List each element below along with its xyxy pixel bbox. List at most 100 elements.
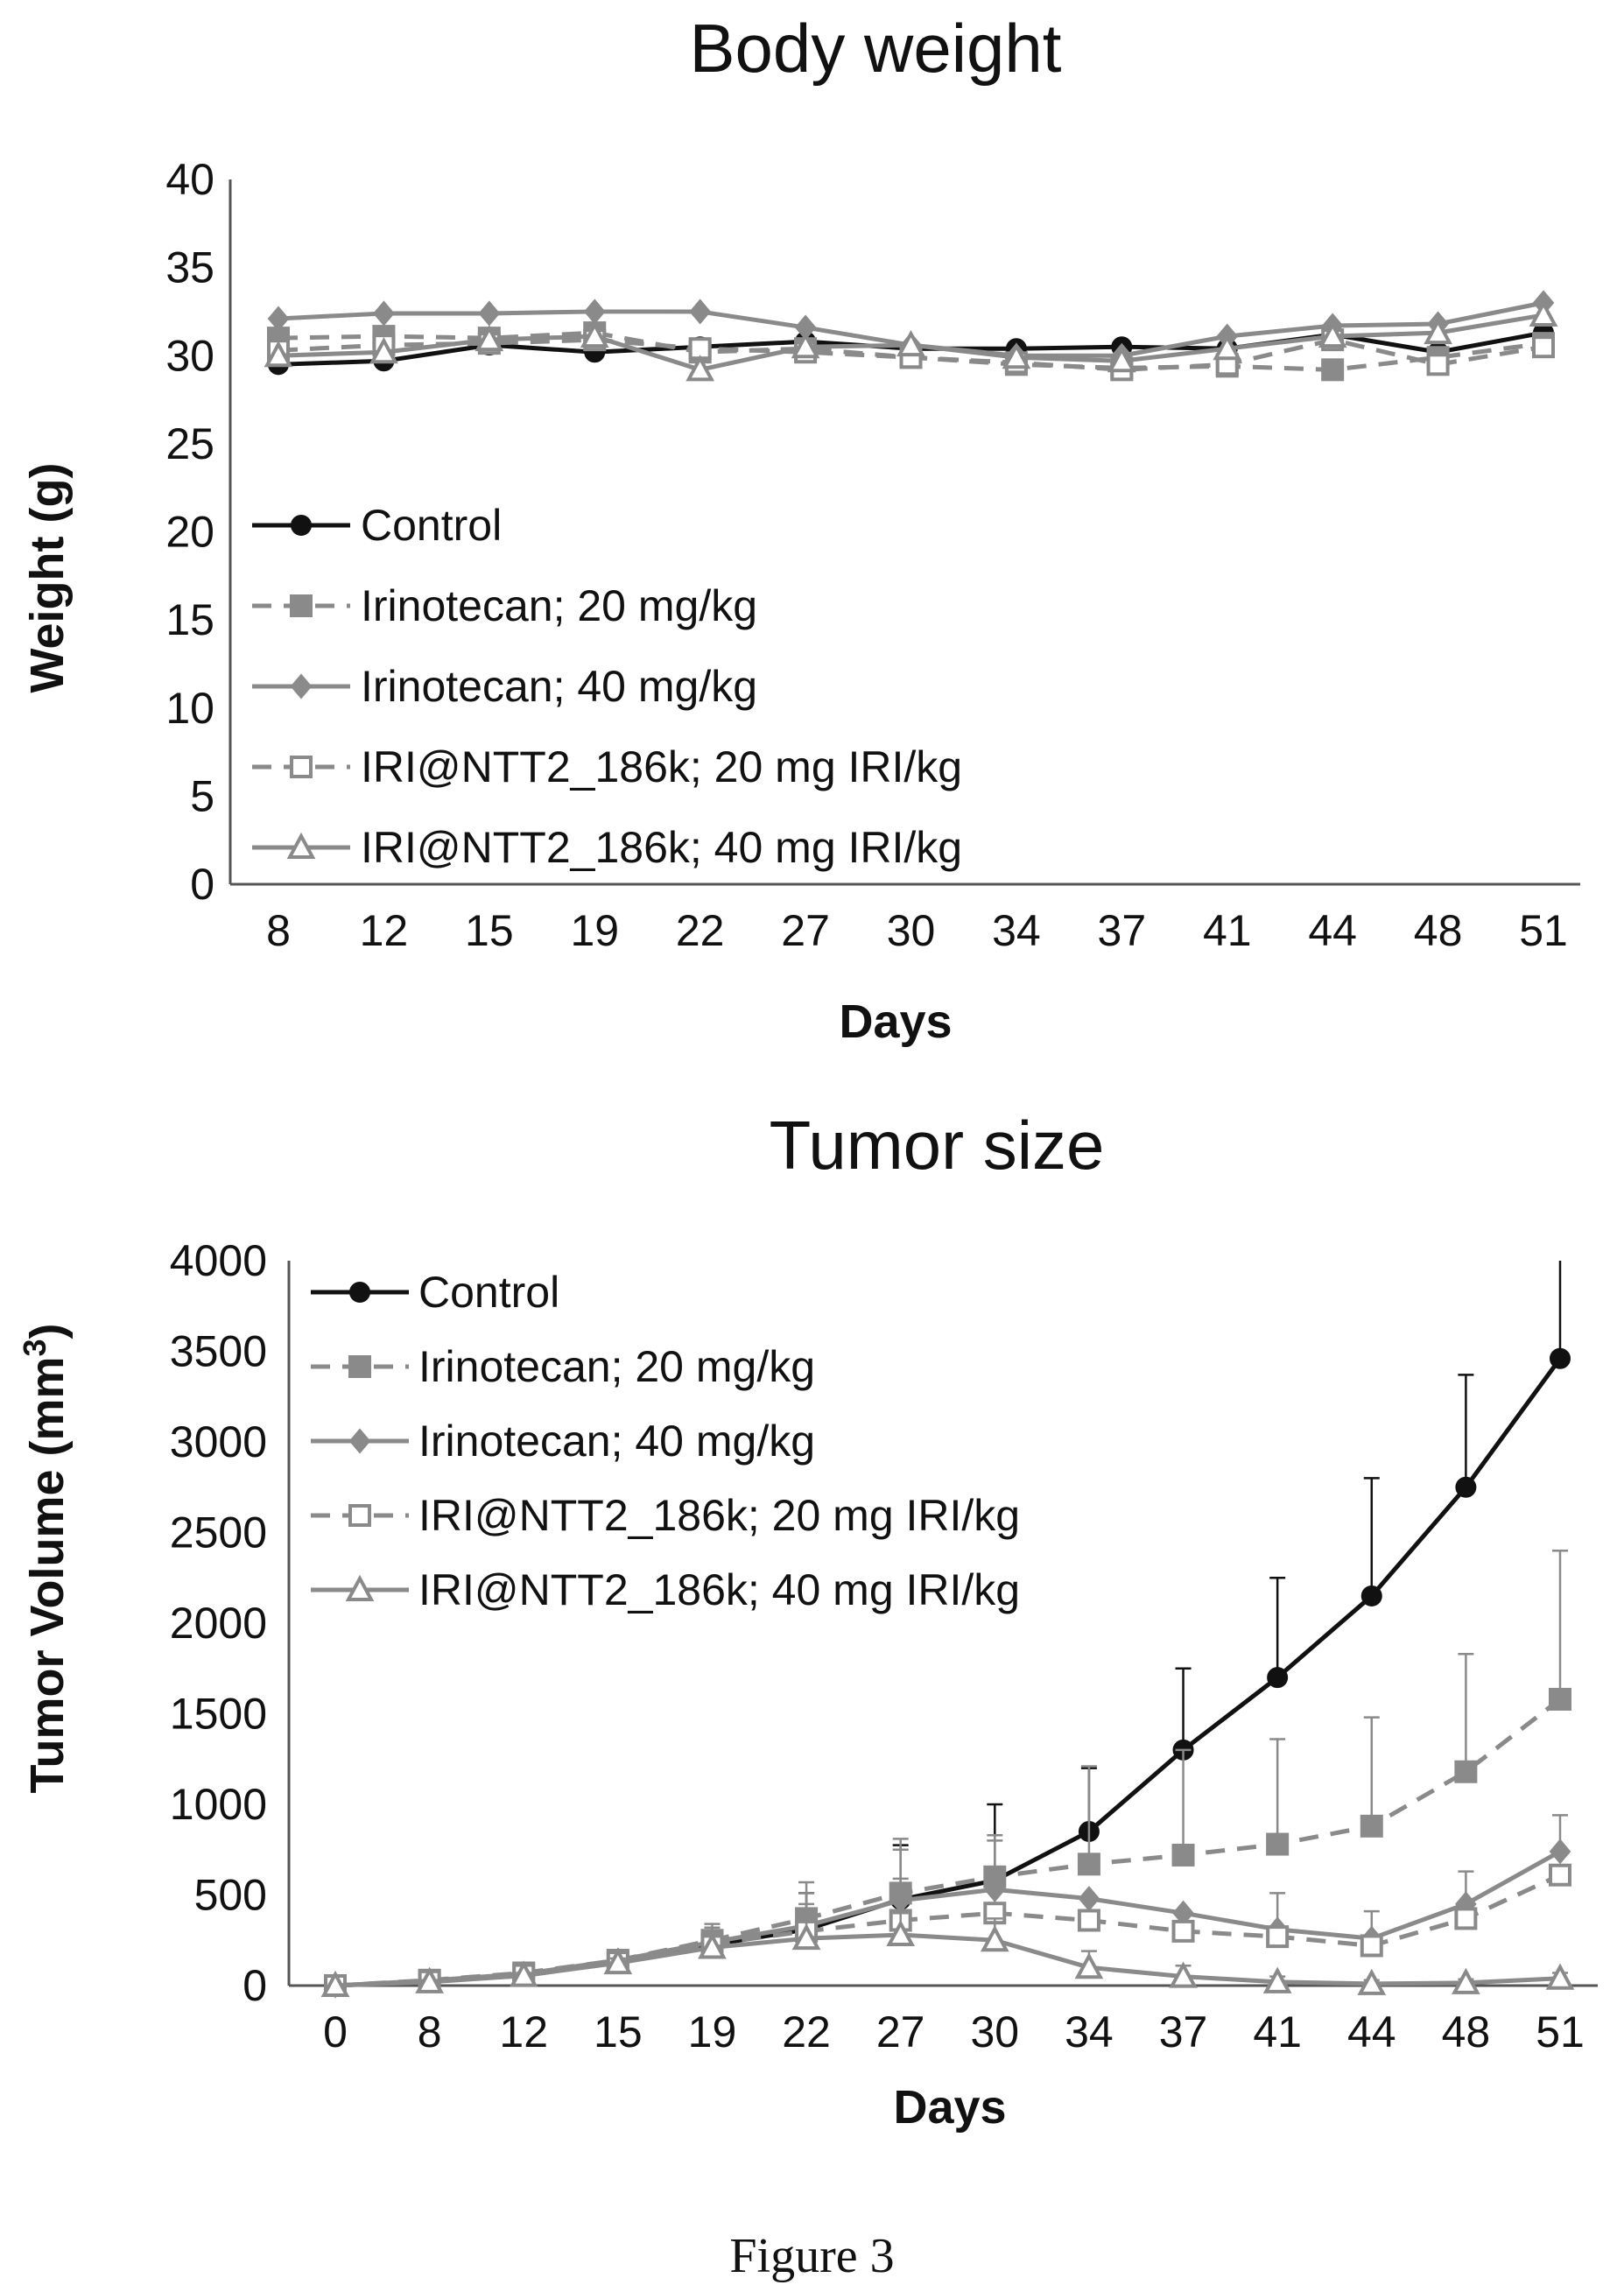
c2-x-tick-12: 12	[499, 2007, 548, 2056]
c2-series-3	[324, 1814, 1571, 1999]
c2-series-2	[324, 1549, 1571, 1997]
c2-series-2-error-bar-8	[1080, 1765, 1097, 1865]
c1-legend-item-1: Control	[252, 501, 502, 550]
c2-series-2-error-bar-13	[1552, 1549, 1568, 1699]
chart1-legend: Control Irinotecan; 20 mg/kg Irinotecan; 4…	[252, 501, 962, 872]
c2-series-5-point-1	[415, 1966, 444, 1993]
c2-series-5-point-10	[1262, 1966, 1292, 1993]
c2-series-4-point-10	[1266, 1925, 1290, 1949]
c1-y-tick-15: 15	[165, 595, 214, 644]
c2-series-1-point-10	[1267, 1667, 1289, 1689]
c2-x-tick-27: 27	[876, 2007, 925, 2056]
c2-series-2-error-bar-9	[1175, 1748, 1192, 1855]
c1-legend-label-1: Control	[361, 501, 502, 550]
chart2-x-tick-labels: 0 8 12 15 19 22 27 30 34 37 41 44 48 51	[323, 2007, 1585, 2056]
c2-x-tick-30: 30	[970, 2007, 1019, 2056]
c2-legend-label-4: IRI@NTT2_186k; 20 mg IRI/kg	[418, 1491, 1020, 1540]
c2-y-tick-0: 0	[243, 1961, 267, 2010]
c1-series-5-point-11	[1424, 317, 1452, 345]
c2-series-2-point-10	[1266, 1832, 1290, 1856]
c1-x-tick-12: 12	[360, 906, 409, 955]
chart2-series	[320, 1261, 1575, 1999]
c1-series-2-point-10	[1321, 358, 1345, 382]
c2-series-4-point-8	[1077, 1909, 1100, 1932]
c1-series-5	[264, 299, 1558, 382]
c2-legend-item-5: IRI@NTT2_186k; 40 mg IRI/kg	[311, 1565, 1020, 1614]
c2-series-5-point-9	[1169, 1961, 1198, 1988]
c1-y-tick-10: 10	[165, 684, 214, 733]
c2-x-tick-19: 19	[688, 2007, 737, 2056]
c1-series-4-point-12	[1532, 335, 1555, 359]
c1-legend-label-5: IRI@NTT2_186k; 40 mg IRI/kg	[361, 823, 962, 872]
c1-x-tick-8: 8	[266, 906, 291, 955]
c2-series-5-point-13	[1545, 1963, 1575, 1990]
c2-series-5-line	[334, 1932, 1561, 1988]
c2-series-4-point-13	[1549, 1863, 1571, 1887]
chart2-y-axis-label: Tumor Volume (mm3)	[17, 1323, 74, 1793]
c1-series-5-point-9	[1213, 334, 1242, 361]
c2-series-5-point-8	[1074, 1952, 1104, 1979]
c1-series-3-point-4	[689, 299, 711, 325]
c2-y-tick-3000: 3000	[170, 1417, 267, 1466]
c2-legend-marker-1	[349, 1282, 370, 1303]
tumor-size-chart: Tumor size 0 500 1000 1500 2000 2500 3000 3500 4…	[17, 1107, 1598, 2134]
c1-legend-label-4: IRI@NTT2_186k; 20 mg IRI/kg	[361, 742, 962, 791]
chart1-y-tick-labels: 0 5 10 15 20 25 30 35 40	[165, 155, 214, 909]
c1-y-tick-20: 20	[165, 508, 214, 557]
figure-caption: Figure 3	[729, 2229, 895, 2283]
chart2-title: Tumor size	[770, 1107, 1105, 1184]
c2-legend-marker-5	[345, 1574, 375, 1601]
c1-y-tick-35: 35	[165, 243, 214, 292]
c1-series-3-point-0	[267, 306, 290, 332]
c1-legend-item-4: IRI@NTT2_186k; 20 mg IRI/kg	[252, 742, 962, 791]
c1-legend-marker-3	[290, 673, 313, 700]
c2-series-5-point-6	[886, 1919, 916, 1947]
c2-series-2-point-13	[1549, 1687, 1571, 1711]
c2-series-5-point-7	[980, 1925, 1009, 1952]
c2-series-5-point-2	[509, 1960, 538, 1987]
c2-series-1-error-bar-11	[1363, 1477, 1380, 1596]
c2-series-4-point-12	[1454, 1907, 1478, 1930]
c1-y-tick-40: 40	[165, 155, 214, 204]
c2-series-1-point-11	[1360, 1585, 1382, 1607]
chart2-legend: Control Irinotecan; 20 mg/kg Irinotecan; 4…	[311, 1268, 1020, 1614]
c2-series-2-error-bar-10	[1269, 1738, 1286, 1845]
c2-series-5-point-3	[603, 1947, 633, 1975]
c2-series-4-point-9	[1171, 1919, 1195, 1943]
c2-series-5-point-12	[1452, 1967, 1480, 1994]
c1-series-5-point-0	[264, 341, 293, 368]
c2-series-5-point-0	[320, 1970, 350, 1997]
c1-x-tick-34: 34	[992, 906, 1041, 955]
c2-legend-item-2: Irinotecan; 20 mg/kg	[311, 1342, 815, 1391]
c1-legend-label-3: Irinotecan; 40 mg/kg	[361, 662, 757, 711]
c2-series-2-error-bar-11	[1363, 1716, 1380, 1826]
chart1-x-axis-label: Days	[839, 995, 952, 1048]
c1-series-5-point-6	[896, 329, 925, 357]
body-weight-chart: Body weight 0 5 10 15 20 25 30 35 40 8 12 15 19 22 27…	[21, 10, 1580, 1048]
chart2-y-tick-labels: 0 500 1000 1500 2000 2500 3000 3500 4000	[170, 1236, 267, 2010]
c2-x-tick-44: 44	[1347, 2007, 1396, 2056]
c2-legend-item-1: Control	[311, 1268, 559, 1317]
c1-x-tick-48: 48	[1414, 906, 1463, 955]
c2-series-3-point-8	[1078, 1886, 1100, 1912]
c2-series-1-point-12	[1455, 1476, 1477, 1498]
c2-x-tick-34: 34	[1065, 2007, 1114, 2056]
c1-y-tick-5: 5	[190, 771, 214, 820]
c1-legend-label-2: Irinotecan; 20 mg/kg	[361, 581, 757, 630]
c1-x-tick-41: 41	[1203, 906, 1252, 955]
c2-series-1-error-bar-10	[1269, 1577, 1286, 1678]
chart1-x-tick-labels: 8 12 15 19 22 27 30 34 37 41 44 48 51	[266, 906, 1568, 955]
chart2-y-axis-label-main: Tumor Volume (mm	[21, 1356, 74, 1793]
c1-series-3-point-3	[583, 299, 606, 325]
c1-x-tick-22: 22	[676, 906, 725, 955]
c1-series-5-point-7	[1002, 342, 1031, 369]
c1-y-tick-0: 0	[190, 860, 214, 909]
c2-legend-label-3: Irinotecan; 40 mg/kg	[418, 1417, 815, 1466]
c1-series-4-point-11	[1426, 353, 1450, 376]
c2-x-tick-37: 37	[1159, 2007, 1208, 2056]
chart2-y-axis-label-superscript: 3	[17, 1339, 53, 1356]
c2-y-tick-1500: 1500	[170, 1690, 267, 1739]
c1-x-tick-15: 15	[465, 906, 514, 955]
c1-series-5-point-8	[1107, 346, 1136, 373]
